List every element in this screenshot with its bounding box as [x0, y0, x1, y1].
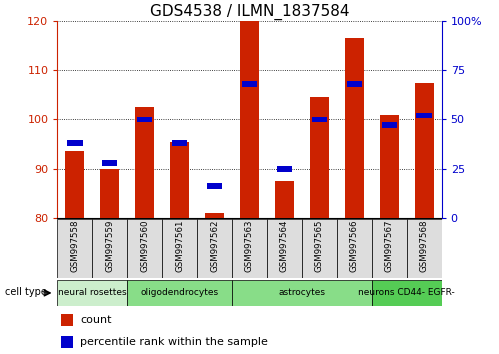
Bar — [67, 140, 82, 146]
Bar — [102, 160, 117, 166]
Bar — [61, 314, 73, 326]
Bar — [135, 107, 154, 218]
FancyBboxPatch shape — [337, 219, 372, 278]
FancyBboxPatch shape — [267, 219, 302, 278]
Text: GSM997568: GSM997568 — [420, 219, 429, 272]
Bar — [242, 81, 257, 87]
Text: GSM997561: GSM997561 — [175, 219, 184, 272]
Text: oligodendrocytes: oligodendrocytes — [141, 289, 219, 297]
Text: GSM997563: GSM997563 — [245, 219, 254, 272]
Bar — [240, 21, 259, 218]
Text: astrocytes: astrocytes — [278, 289, 325, 297]
Bar — [312, 116, 327, 122]
FancyBboxPatch shape — [162, 219, 197, 278]
FancyBboxPatch shape — [127, 219, 162, 278]
FancyBboxPatch shape — [57, 219, 92, 278]
Bar — [275, 181, 294, 218]
Bar — [347, 81, 362, 87]
FancyBboxPatch shape — [57, 280, 127, 306]
FancyBboxPatch shape — [407, 219, 442, 278]
Bar — [380, 115, 399, 218]
FancyBboxPatch shape — [127, 280, 232, 306]
Text: count: count — [80, 315, 112, 325]
FancyBboxPatch shape — [92, 219, 127, 278]
Text: cell type: cell type — [4, 287, 46, 297]
Bar — [207, 183, 222, 189]
Text: GSM997562: GSM997562 — [210, 219, 219, 272]
Text: GSM997566: GSM997566 — [350, 219, 359, 272]
Bar — [345, 39, 364, 218]
Title: GDS4538 / ILMN_1837584: GDS4538 / ILMN_1837584 — [150, 4, 349, 20]
FancyBboxPatch shape — [232, 219, 267, 278]
Bar — [205, 213, 224, 218]
Text: GSM997567: GSM997567 — [385, 219, 394, 272]
Text: neurons CD44- EGFR-: neurons CD44- EGFR- — [358, 289, 455, 297]
Text: GSM997560: GSM997560 — [140, 219, 149, 272]
Text: neural rosettes: neural rosettes — [58, 289, 127, 297]
Bar — [170, 142, 189, 218]
Bar — [100, 169, 119, 218]
Text: GSM997564: GSM997564 — [280, 219, 289, 272]
Bar — [417, 113, 432, 119]
FancyBboxPatch shape — [232, 280, 372, 306]
Bar — [65, 152, 84, 218]
Text: GSM997559: GSM997559 — [105, 219, 114, 272]
FancyBboxPatch shape — [372, 280, 442, 306]
FancyBboxPatch shape — [197, 219, 232, 278]
Text: percentile rank within the sample: percentile rank within the sample — [80, 337, 268, 347]
Bar — [310, 97, 329, 218]
Text: GSM997565: GSM997565 — [315, 219, 324, 272]
Bar — [277, 166, 292, 172]
FancyBboxPatch shape — [302, 219, 337, 278]
Bar — [415, 82, 434, 218]
Bar — [382, 122, 397, 128]
Bar — [137, 116, 152, 122]
Text: GSM997558: GSM997558 — [70, 219, 79, 272]
Bar — [172, 140, 187, 146]
FancyBboxPatch shape — [372, 219, 407, 278]
Bar — [61, 336, 73, 348]
